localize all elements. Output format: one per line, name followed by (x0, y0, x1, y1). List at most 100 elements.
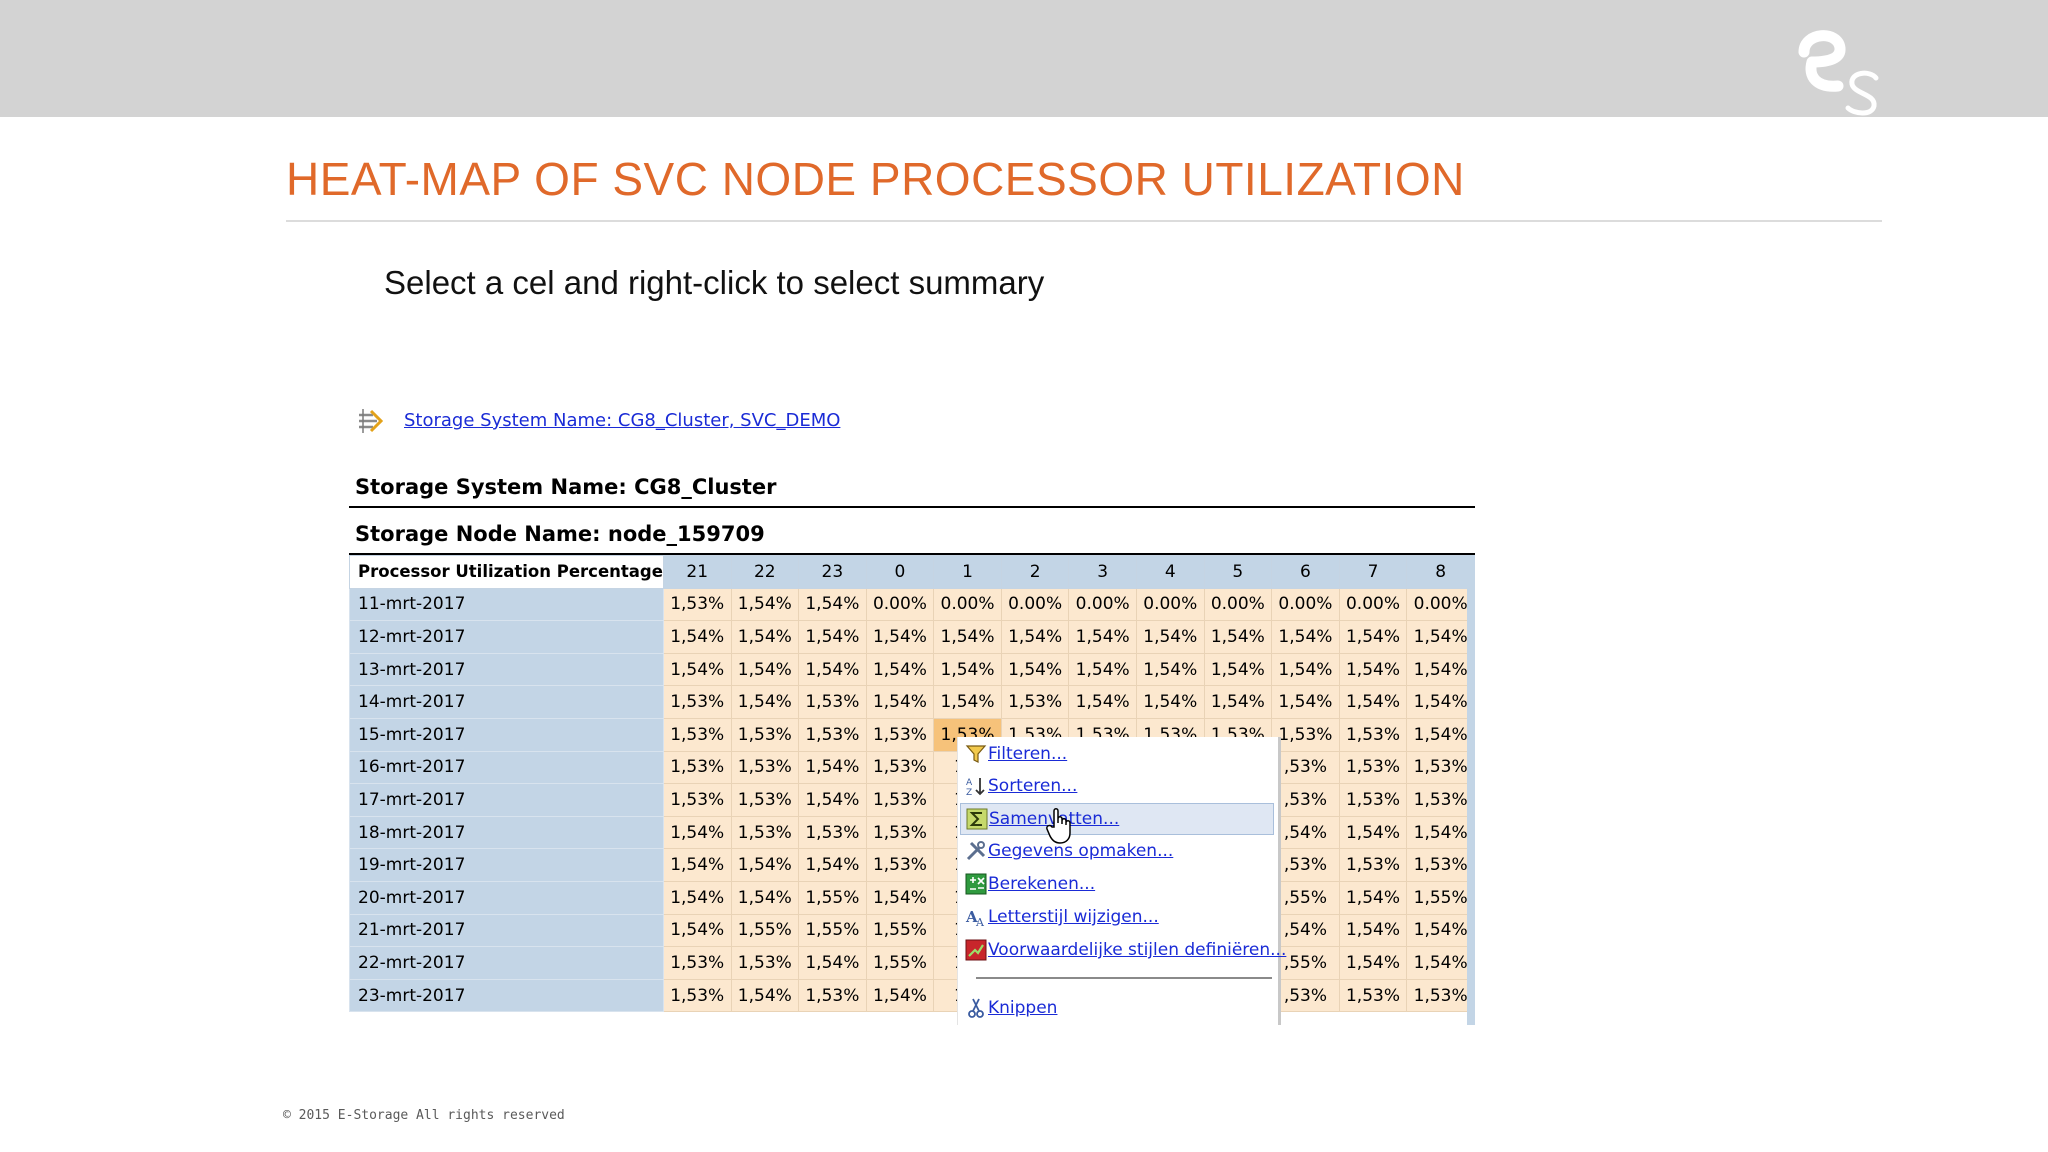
row-date-header[interactable]: 15-mrt-2017 (349, 717, 664, 752)
row-date-header[interactable]: 22-mrt-2017 (349, 946, 664, 980)
utilization-cell[interactable]: 1,53% (662, 685, 732, 719)
utilization-cell[interactable]: ,55% (1271, 880, 1340, 915)
utilization-cell[interactable]: 1,54% (1338, 946, 1408, 980)
utilization-cell[interactable]: 1,54% (933, 620, 1002, 654)
row-date-header[interactable]: 21-mrt-2017 (349, 913, 664, 948)
utilization-cell[interactable]: 1,54% (1338, 685, 1408, 719)
row-date-header[interactable]: 12-mrt-2017 (349, 620, 664, 654)
utilization-cell[interactable]: 1,55% (730, 913, 800, 948)
hour-column-header[interactable]: 3 (1068, 555, 1137, 589)
hour-column-header[interactable]: 8 (1406, 555, 1475, 589)
utilization-cell[interactable]: 1,54% (1135, 685, 1205, 719)
menu-item-samenvatten[interactable]: Samenvatten... (960, 803, 1274, 835)
menu-item-berekenen[interactable]: Berekenen... (960, 869, 1272, 899)
utilization-cell[interactable]: 1,54% (662, 848, 732, 882)
menu-item-knippen[interactable]: Knippen (960, 993, 1272, 1023)
utilization-cell[interactable]: 1,54% (865, 620, 935, 654)
hour-column-header[interactable]: 1 (933, 555, 1002, 589)
utilization-cell[interactable]: 1,53% (730, 750, 800, 785)
utilization-cell[interactable]: 1,54% (933, 685, 1002, 719)
utilization-cell[interactable]: 1,54% (1338, 913, 1408, 948)
utilization-cell[interactable]: 1,54% (1338, 620, 1408, 654)
utilization-cell[interactable]: 1,55% (798, 880, 867, 915)
utilization-cell[interactable]: 1,53% (662, 717, 732, 752)
utilization-cell[interactable]: 1,53% (730, 946, 800, 980)
row-date-header[interactable]: 16-mrt-2017 (349, 750, 664, 785)
hour-column-header[interactable]: 22 (730, 555, 800, 589)
utilization-cell[interactable]: 1,54% (730, 685, 800, 719)
utilization-cell[interactable]: 1,54% (1338, 880, 1408, 915)
storage-system-link[interactable]: Storage System Name: CG8_Cluster, SVC_DE… (404, 410, 841, 431)
hour-column-header[interactable]: 4 (1135, 555, 1205, 589)
utilization-cell[interactable]: 1,53% (798, 815, 867, 850)
utilization-cell[interactable]: 0.00% (1203, 587, 1273, 622)
utilization-cell[interactable]: 1,54% (1271, 620, 1340, 654)
utilization-cell[interactable]: 1,54% (662, 815, 732, 850)
utilization-cell[interactable]: 1,53% (1338, 978, 1408, 1013)
utilization-cell[interactable]: 1,55% (1406, 880, 1475, 915)
utilization-cell[interactable]: 1,54% (1068, 652, 1137, 687)
utilization-cell[interactable]: 1,53% (662, 750, 732, 785)
utilization-cell[interactable]: 1,53% (1406, 848, 1475, 882)
hour-column-header[interactable]: 6 (1271, 555, 1340, 589)
utilization-cell[interactable]: 1,54% (730, 587, 800, 622)
utilization-cell[interactable]: 1,54% (1406, 717, 1475, 752)
utilization-cell[interactable]: 1,54% (1135, 652, 1205, 687)
menu-item-voorwaardelijke-stijlen[interactable]: Voorwaardelijke stijlen definiëren... (960, 935, 1286, 965)
menu-item-gegevens-opmaken[interactable]: Gegevens opmaken... (960, 836, 1272, 866)
row-date-header[interactable]: 17-mrt-2017 (349, 783, 664, 817)
utilization-cell[interactable]: 1,54% (1068, 620, 1137, 654)
utilization-cell[interactable]: 1,54% (730, 978, 800, 1013)
utilization-cell[interactable]: 0.00% (1000, 587, 1070, 622)
utilization-cell[interactable]: ,53% (1271, 978, 1340, 1013)
utilization-cell[interactable]: 1,54% (1406, 685, 1475, 719)
utilization-cell[interactable]: 1,54% (662, 652, 732, 687)
utilization-cell[interactable]: 0.00% (1068, 587, 1137, 622)
utilization-cell[interactable]: 1,54% (798, 848, 867, 882)
utilization-cell[interactable]: 1,54% (798, 750, 867, 785)
row-date-header[interactable]: 11-mrt-2017 (349, 587, 664, 622)
utilization-cell[interactable]: 1,54% (662, 913, 732, 948)
utilization-cell[interactable]: 1,53% (865, 815, 935, 850)
utilization-cell[interactable]: 1,54% (1000, 652, 1070, 687)
utilization-cell[interactable]: 1,54% (1338, 815, 1408, 850)
row-date-header[interactable]: 20-mrt-2017 (349, 880, 664, 915)
utilization-cell[interactable]: 1,54% (798, 587, 867, 622)
row-date-header[interactable]: 18-mrt-2017 (349, 815, 664, 850)
utilization-cell[interactable]: 1,54% (662, 620, 732, 654)
utilization-cell[interactable]: 1,53% (1338, 848, 1408, 882)
utilization-cell[interactable]: 1,54% (730, 620, 800, 654)
menu-item-letterstijl-wijzigen[interactable]: A A Letterstijl wijzigen... (960, 902, 1272, 932)
utilization-cell[interactable]: 1,54% (1135, 620, 1205, 654)
hour-column-header[interactable]: 2 (1000, 555, 1070, 589)
utilization-cell[interactable]: 1,53% (730, 717, 800, 752)
utilization-cell[interactable]: ,53% (1271, 848, 1340, 882)
utilization-cell[interactable]: ,53% (1271, 750, 1340, 785)
utilization-cell[interactable]: 0.00% (1135, 587, 1205, 622)
utilization-cell[interactable]: 1,53% (662, 587, 732, 622)
utilization-cell[interactable]: ,55% (1271, 946, 1340, 980)
utilization-cell[interactable]: 1,54% (1406, 913, 1475, 948)
row-date-header[interactable]: 13-mrt-2017 (349, 652, 664, 687)
utilization-cell[interactable]: 1,53% (1000, 685, 1070, 719)
menu-item-sorteren[interactable]: A Z Sorteren... (960, 771, 1272, 801)
utilization-cell[interactable]: 1,55% (798, 913, 867, 948)
utilization-cell[interactable]: 1,55% (865, 946, 935, 980)
utilization-cell[interactable]: 1,54% (1406, 815, 1475, 850)
utilization-cell[interactable]: 1,54% (865, 685, 935, 719)
utilization-cell[interactable]: ,54% (1271, 913, 1340, 948)
utilization-cell[interactable]: 1,53% (1406, 783, 1475, 817)
utilization-cell[interactable]: 1,53% (865, 717, 935, 752)
utilization-cell[interactable]: 1,53% (798, 978, 867, 1013)
utilization-cell[interactable]: 1,53% (865, 750, 935, 785)
utilization-cell[interactable]: 1,54% (865, 652, 935, 687)
utilization-cell[interactable]: 1,54% (730, 652, 800, 687)
utilization-cell[interactable]: 1,54% (1338, 652, 1408, 687)
utilization-cell[interactable]: 1,54% (662, 880, 732, 915)
utilization-cell[interactable]: 1,54% (933, 652, 1002, 687)
row-date-header[interactable]: 23-mrt-2017 (349, 978, 664, 1013)
hour-column-header[interactable]: 21 (662, 555, 732, 589)
utilization-cell[interactable]: 1,54% (798, 946, 867, 980)
utilization-cell[interactable]: 1,54% (1271, 685, 1340, 719)
utilization-cell[interactable]: 1,53% (662, 783, 732, 817)
